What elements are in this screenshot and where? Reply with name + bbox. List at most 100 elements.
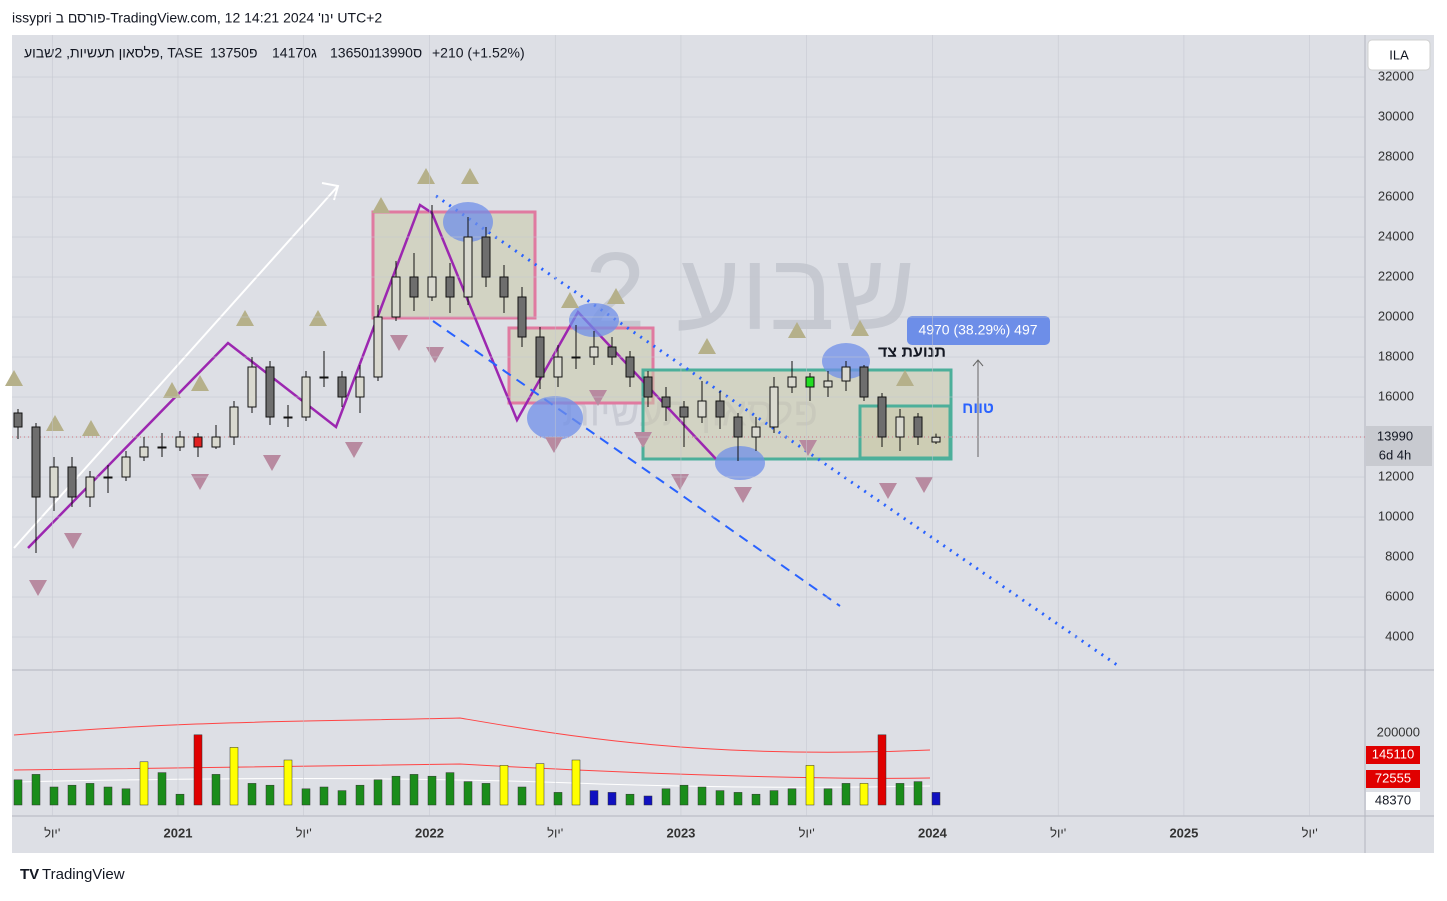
- logo: TV: [20, 866, 39, 883]
- volume-bar: [607, 792, 617, 806]
- volume-bar: [229, 747, 239, 806]
- up-triangle: [461, 168, 479, 184]
- volume-tick-label: 200000: [1377, 724, 1420, 739]
- candle-body: [931, 436, 941, 443]
- volume-bar: [283, 759, 293, 806]
- up-triangle: [236, 310, 254, 326]
- volume-bar: [697, 786, 707, 806]
- candle-body: [355, 376, 365, 398]
- volume-ma-label: 72555: [1375, 770, 1411, 785]
- candle-body: [265, 366, 275, 418]
- candle-body: [103, 476, 113, 479]
- volume-bar: [409, 774, 419, 806]
- volume-bar: [373, 779, 383, 806]
- up-triangle: [788, 322, 806, 338]
- measure-label: 4970 (38.29%) 497: [918, 322, 1037, 338]
- candle-body: [841, 366, 851, 382]
- volume-bar: [463, 781, 473, 806]
- down-triangle: [426, 347, 444, 363]
- down-triangle: [64, 533, 82, 549]
- y-tick-label: 10000: [1378, 508, 1414, 523]
- candle-body: [49, 466, 59, 498]
- candle-body: [823, 380, 833, 388]
- ma-line: [13, 763, 931, 779]
- volume-bar: [355, 784, 365, 806]
- volume-bar: [733, 792, 743, 806]
- volume-bar: [85, 783, 95, 806]
- ellipse: [569, 303, 619, 337]
- y-tick-label: 30000: [1378, 108, 1414, 123]
- down-triangle: [545, 437, 563, 453]
- volume-bar: [49, 786, 59, 806]
- currency-label: ILA: [1389, 47, 1409, 62]
- candle-body: [481, 236, 491, 278]
- candle-body: [247, 366, 257, 408]
- y-tick-label: 12000: [1378, 468, 1414, 483]
- last-price: 13990: [1377, 428, 1413, 443]
- volume-bar: [535, 763, 545, 806]
- volume-ma-label-box: [1366, 770, 1420, 788]
- volume-bar: [337, 790, 347, 806]
- up-triangle: [851, 320, 869, 336]
- candle-body: [751, 426, 761, 438]
- candle-body: [589, 346, 599, 358]
- candle-body: [805, 376, 815, 388]
- up-triangle: [82, 420, 100, 436]
- volume-bar: [121, 788, 131, 806]
- candle-body: [409, 276, 419, 298]
- volume-bar: [859, 783, 869, 806]
- candle-body: [607, 346, 617, 358]
- volume-bar: [13, 779, 23, 806]
- y-tick-label: 24000: [1378, 228, 1414, 243]
- volume-bar: [211, 774, 221, 806]
- down-triangle: [589, 390, 607, 406]
- x-tick-label: יול': [799, 825, 815, 840]
- trend-line: [432, 320, 841, 607]
- volume-ma-label-box: [1366, 746, 1420, 764]
- currency-button[interactable]: [1367, 39, 1431, 71]
- volume-bar: [481, 783, 491, 806]
- candle-body: [85, 476, 95, 498]
- y-tick-label: 6000: [1385, 588, 1414, 603]
- y-tick-label: 26000: [1378, 188, 1414, 203]
- legend-change: +210 (+1.52%): [432, 45, 525, 61]
- y-tick-label: 4000: [1385, 628, 1414, 643]
- volume-bar: [499, 765, 509, 806]
- x-tick-label: 2022: [415, 825, 444, 840]
- x-tick-label: יול': [296, 825, 312, 840]
- candle-body: [211, 436, 221, 448]
- y-tick-label: 16000: [1378, 388, 1414, 403]
- candle-body: [121, 456, 131, 478]
- volume-bar: [103, 786, 113, 806]
- candle-body: [499, 276, 509, 298]
- candle-body: [373, 316, 383, 378]
- candle-body: [283, 416, 293, 419]
- candle-body: [13, 412, 23, 428]
- volume-bar: [157, 772, 167, 806]
- x-tick-label: יול': [1050, 825, 1066, 840]
- price-label-box: [1366, 426, 1432, 466]
- x-tick-label: 2023: [666, 825, 695, 840]
- down-triangle: [29, 580, 47, 596]
- volume-bar: [31, 774, 41, 806]
- volume-bar: [841, 783, 851, 806]
- down-triangle: [634, 432, 652, 448]
- volume-bar: [913, 781, 923, 806]
- candle-body: [859, 366, 869, 398]
- range-label: טווח: [962, 400, 994, 417]
- volume-bar: [751, 793, 761, 806]
- box: [858, 404, 952, 460]
- x-tick-label: יול': [44, 825, 60, 840]
- candle-body: [625, 356, 635, 378]
- candle-body: [517, 296, 527, 338]
- down-triangle: [671, 474, 689, 490]
- volume-bar: [715, 790, 725, 806]
- candle-body: [715, 400, 725, 418]
- down-triangle: [799, 440, 817, 456]
- legend-open: פ13750: [210, 45, 257, 61]
- volume-ma-label: 48370: [1375, 792, 1411, 807]
- candle-body: [229, 406, 239, 438]
- volume-bar: [517, 786, 527, 806]
- volume-bar: [679, 784, 689, 806]
- brand: TradingView: [42, 866, 125, 883]
